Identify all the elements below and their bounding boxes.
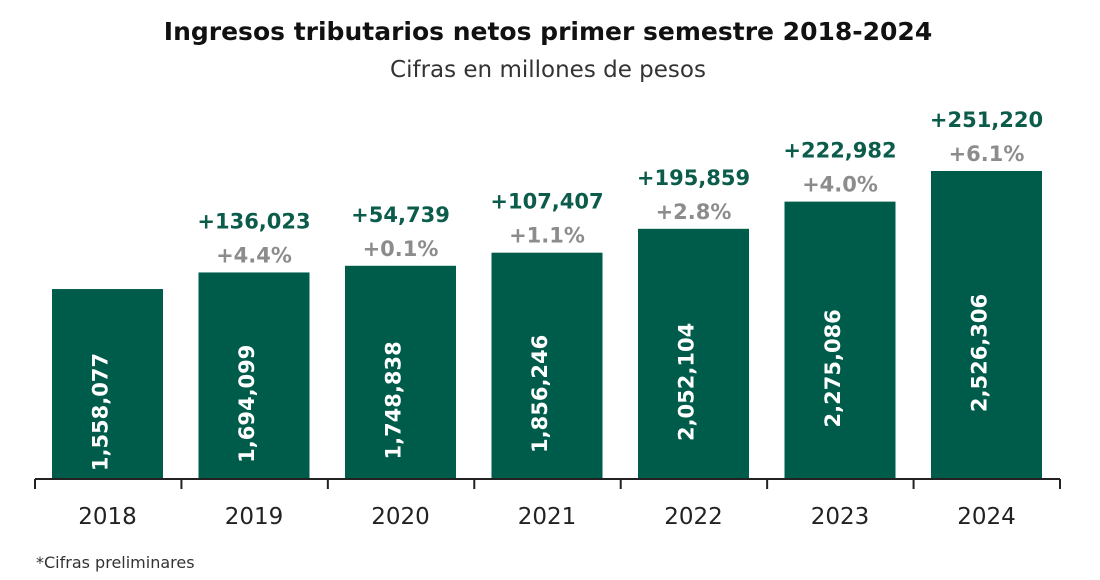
x-tick-label: 2020 <box>371 504 430 530</box>
pct-label: +0.1% <box>363 237 439 261</box>
value-label: 1,856,246 <box>528 335 552 453</box>
pct-label: +4.4% <box>216 243 292 267</box>
diff-label: +107,407 <box>490 190 603 214</box>
x-tick-label: 2023 <box>811 504 870 530</box>
bar-2023 <box>784 201 896 479</box>
value-label: 1,694,099 <box>235 345 259 463</box>
bar-2021 <box>491 252 603 479</box>
value-label: 2,526,306 <box>968 294 992 412</box>
diff-label: +195,859 <box>637 166 750 190</box>
x-tick-label: 2021 <box>518 504 577 530</box>
pct-label: +1.1% <box>509 224 585 248</box>
pct-label: +2.8% <box>656 200 732 224</box>
value-label: 1,748,838 <box>382 341 406 459</box>
value-label: 2,052,104 <box>675 323 699 441</box>
x-tick-label: 2018 <box>78 504 137 530</box>
x-tick-label: 2024 <box>957 504 1016 530</box>
bar-2020 <box>345 265 456 479</box>
x-tick-label: 2022 <box>664 504 723 530</box>
chart-subtitle: Cifras en millones de pesos <box>390 57 706 83</box>
x-tick-label: 2019 <box>225 504 284 530</box>
pct-label: +6.1% <box>949 142 1025 166</box>
chart-title: Ingresos tributarios netos primer semest… <box>164 17 932 46</box>
diff-label: +54,739 <box>351 203 450 227</box>
value-label: 2,275,086 <box>821 309 845 427</box>
bar-2019 <box>198 272 310 479</box>
diff-label: +222,982 <box>783 139 896 163</box>
bar-2018 <box>52 289 163 479</box>
bar-2024 <box>931 171 1042 479</box>
bar-2022 <box>638 228 749 479</box>
value-label: 1,558,077 <box>89 353 113 471</box>
footnote: *Cifras preliminares <box>36 553 195 572</box>
diff-label: +251,220 <box>930 108 1043 132</box>
pct-label: +4.0% <box>802 173 878 197</box>
diff-label: +136,023 <box>197 209 310 233</box>
